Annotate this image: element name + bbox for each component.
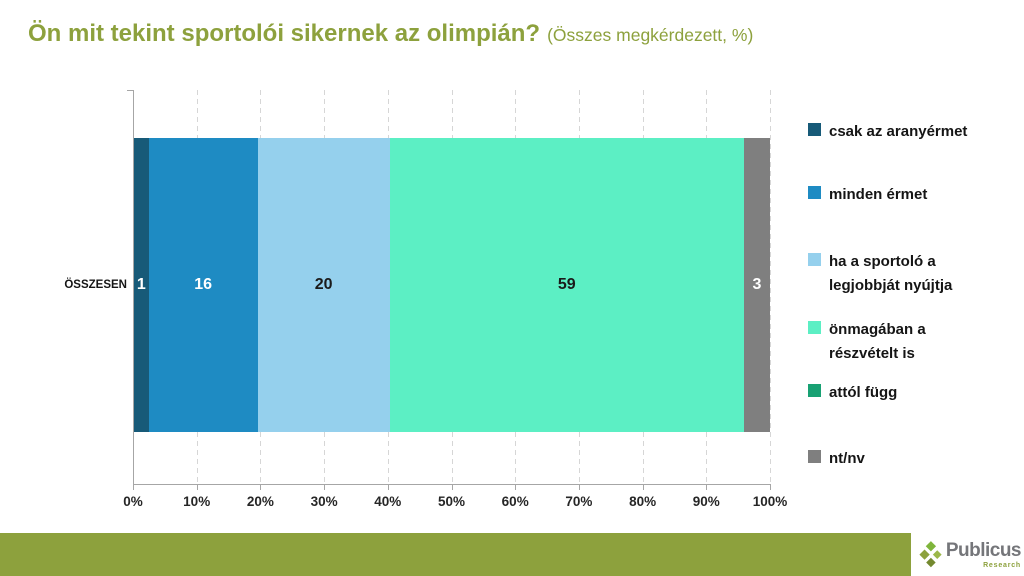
chart-subtitle: (Összes megkérdezett, %) (547, 25, 754, 45)
x-axis-tick-label: 50% (437, 494, 466, 509)
legend-item-label: minden érmet (829, 186, 928, 203)
footer-accent-bar (0, 533, 911, 576)
x-axis-tick-100 (770, 484, 771, 490)
y-axis-line (133, 90, 134, 490)
x-axis-tick-20 (260, 484, 262, 490)
brand-name: Publicus (945, 540, 1022, 561)
legend-item-3: ha a sportoló a legjobbját nyújtja (808, 250, 999, 298)
x-axis-tick-label: 30% (310, 494, 338, 509)
x-axis-tick-label: 60% (501, 494, 529, 509)
brand-text-block: Publicus Research (945, 540, 1022, 569)
legend-item-label: önmagában a részvételt is (829, 321, 926, 362)
x-axis-tick-label: 10% (183, 494, 211, 509)
bar-value-label: 20 (314, 276, 333, 293)
x-axis-tick-0 (133, 484, 134, 490)
legend-item-label: nt/nv (829, 450, 865, 467)
x-axis-tick-40 (387, 484, 389, 490)
x-axis-tick-label: 80% (629, 494, 657, 509)
category-label: ÖSSZESEN (64, 279, 127, 291)
x-axis-tick-60 (515, 484, 517, 490)
x-axis-tick-label: 0% (123, 494, 143, 509)
x-axis-tick-50 (451, 484, 453, 490)
publicus-logo: Publicus Research (919, 536, 1022, 574)
x-axis-tick-80 (642, 484, 644, 490)
bar-value-label: 16 (194, 276, 213, 293)
legend-marker-icon (808, 450, 821, 463)
x-axis-tick-label: 40% (374, 494, 402, 509)
legend-item-2: minden érmet (808, 183, 927, 207)
x-axis-tick-label: 70% (565, 494, 593, 509)
bar-segment-2: 16 (148, 138, 258, 432)
legend-marker-icon (808, 384, 821, 397)
bar-segment-6: 3 (743, 138, 770, 432)
x-axis-tick-90 (706, 484, 708, 490)
chart-title: Ön mit tekint sportolói sikernek az olim… (28, 20, 541, 47)
brand-subtitle: Research (983, 562, 1021, 569)
bar-segment-1: 1 (134, 138, 149, 432)
legend-item-5: attól függ (808, 381, 897, 405)
legend-item-4: önmagában a részvételt is (808, 318, 999, 366)
bar-segment-3: 20 (257, 138, 390, 432)
gridline-100 (770, 90, 771, 484)
y-axis-top-tick (127, 90, 134, 91)
publicus-diamonds-icon (919, 541, 942, 568)
legend-item-label: attól függ (829, 384, 898, 401)
legend-marker-icon (808, 186, 821, 199)
stacked-bar: 1 16 20 59 3 (134, 138, 770, 432)
legend-item-label: csak az aranyérmet (829, 123, 968, 140)
bar-value-label: 59 (557, 276, 576, 293)
legend-marker-icon (808, 123, 821, 136)
bar-value-label: 3 (752, 276, 762, 293)
legend-item-label: ha a sportoló a legjobbját nyújtja (829, 253, 953, 294)
legend-marker-icon (808, 321, 821, 334)
title-block: Ön mit tekint sportolói sikernek az olim… (28, 20, 1008, 48)
x-axis-tick-10 (196, 484, 198, 490)
bar-value-label: 1 (136, 276, 146, 293)
x-axis-tick-30 (324, 484, 326, 490)
plot-area: 1 16 20 59 3 0% 10% 20% 30% 40% 50% 60% 70% 80% 90% 10… (123, 90, 787, 509)
legend: csak az aranyérmet minden érmet ha a sport… (808, 90, 1024, 500)
legend-item-6: nt/nv (808, 447, 865, 471)
legend-marker-icon (808, 253, 821, 266)
x-axis-tick-label: 20% (246, 494, 274, 509)
legend-item-1: csak az aranyérmet (808, 120, 967, 144)
bar-segment-4: 59 (389, 138, 744, 432)
x-axis-tick-label: 100% (752, 494, 788, 509)
x-axis-tick-label: 90% (692, 494, 720, 509)
x-axis-tick-70 (578, 484, 580, 490)
